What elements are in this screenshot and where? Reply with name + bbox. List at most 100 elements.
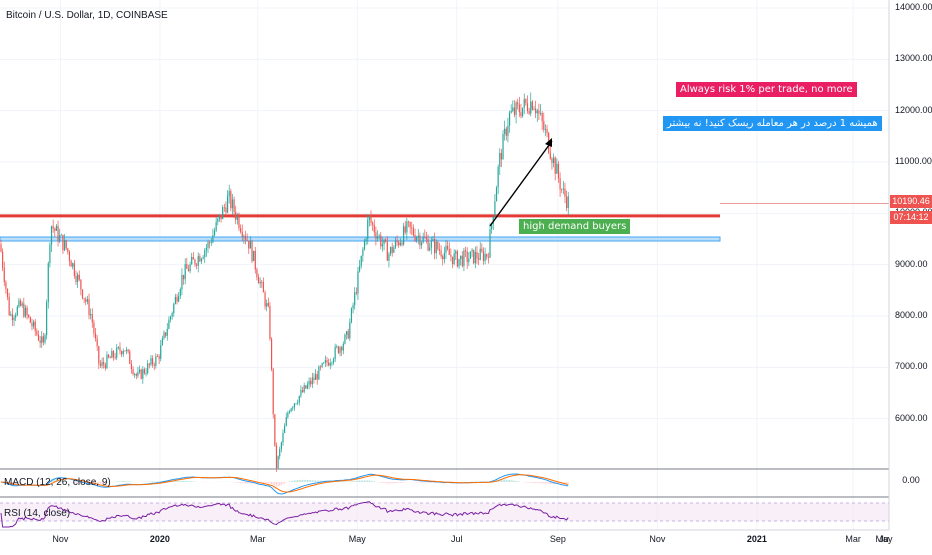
horizontal-levels: [0, 203, 889, 242]
candle-body: [103, 362, 105, 365]
candle-body: [367, 219, 369, 239]
demand-note[interactable]: high demand buyers: [519, 219, 631, 234]
candle-body: [147, 363, 149, 374]
candle-body: [473, 249, 475, 264]
candle-body: [91, 314, 93, 323]
candle-body: [112, 351, 115, 358]
candle-body: [44, 335, 46, 343]
price-tick-label: 6000.00: [895, 412, 928, 423]
candle-body: [419, 235, 421, 246]
candle-body: [389, 247, 392, 254]
risk-note-persian[interactable]: همیشه 1 درصد در هر معامله ریسک کنید! نه …: [663, 116, 882, 131]
candle-body: [238, 215, 240, 229]
candle-body: [21, 303, 23, 306]
candle-body: [494, 201, 496, 218]
candle-body: [491, 223, 493, 230]
candle-body: [453, 253, 455, 265]
candle-body: [533, 108, 535, 110]
candle-body: [156, 356, 159, 358]
candle-body: [359, 266, 361, 272]
candle-body: [280, 442, 282, 449]
candle-body: [39, 340, 41, 343]
candle-body: [24, 307, 27, 317]
candle-body: [564, 188, 566, 197]
candle-body: [510, 110, 512, 113]
candle-body: [189, 264, 191, 272]
candle-body: [297, 402, 299, 404]
candle-body: [484, 254, 486, 261]
countdown-tag: 07:14:12: [890, 211, 932, 224]
time-tick-label: 2021: [746, 534, 767, 544]
candle-body: [424, 236, 426, 238]
candle-body: [362, 249, 364, 256]
candle-body: [225, 207, 227, 213]
candle-body: [114, 357, 116, 358]
candle-body: [116, 347, 118, 358]
candle-body: [88, 299, 90, 316]
candle-body: [129, 351, 131, 365]
candle-body: [290, 408, 292, 412]
candle-body: [236, 215, 238, 220]
candle-body: [567, 196, 569, 209]
candle-body: [523, 99, 525, 108]
candle-body: [531, 101, 533, 110]
candle-body: [336, 346, 338, 348]
candle-body: [127, 349, 129, 352]
risk-note-english[interactable]: Always risk 1% per trade, no more: [676, 82, 857, 97]
candle-body: [469, 251, 472, 259]
candle-body: [288, 411, 291, 413]
candle-body: [98, 346, 100, 364]
candle-body: [99, 363, 102, 366]
candle-body: [272, 369, 274, 415]
candle-body: [442, 256, 444, 260]
candle-body: [287, 412, 289, 418]
candle-body: [93, 322, 95, 334]
candle-body: [148, 363, 150, 365]
candle-body: [515, 102, 517, 115]
candle-body: [192, 257, 194, 260]
candle-body: [275, 445, 278, 469]
candle-body: [220, 214, 222, 220]
candle-body: [310, 380, 312, 385]
candle-body: [269, 306, 271, 339]
candle-body: [337, 346, 340, 353]
candle-body: [543, 121, 545, 130]
candle-body: [213, 230, 216, 236]
candle-body: [474, 252, 476, 264]
candle-body: [499, 153, 501, 167]
candle-body: [355, 292, 357, 294]
candle-body: [549, 152, 551, 159]
candle-body: [525, 99, 527, 104]
rsi-label[interactable]: RSI (14, close): [4, 508, 71, 519]
candle-body: [429, 247, 431, 251]
candle-body: [301, 390, 304, 393]
candle-body: [145, 373, 147, 374]
candle-body: [562, 188, 564, 190]
candle-body: [215, 221, 217, 231]
candle-body: [187, 268, 190, 272]
candle-body: [251, 240, 253, 262]
candle-body: [319, 366, 322, 368]
candle-body: [262, 282, 265, 293]
candle-body: [455, 251, 457, 254]
candle-body: [34, 321, 36, 332]
candle-body: [270, 338, 273, 370]
candle-body: [223, 207, 225, 209]
price-tick-label: 11000.00: [895, 156, 932, 166]
candle-body: [445, 245, 447, 253]
candle-body: [536, 110, 538, 114]
candle-body: [202, 257, 204, 259]
last-price-tag: 10190.46: [890, 195, 932, 208]
candle-body: [432, 239, 434, 241]
candle-body: [257, 277, 260, 284]
candle-body: [393, 247, 395, 253]
candle-body: [495, 187, 498, 202]
candle-body: [0, 244, 2, 252]
candle-body: [352, 305, 354, 309]
candle-body: [135, 373, 137, 376]
candle-body: [365, 238, 367, 241]
candle-body: [341, 347, 343, 351]
macd-label[interactable]: MACD (12, 26, close, 9): [4, 477, 111, 488]
candle-body: [194, 259, 196, 265]
